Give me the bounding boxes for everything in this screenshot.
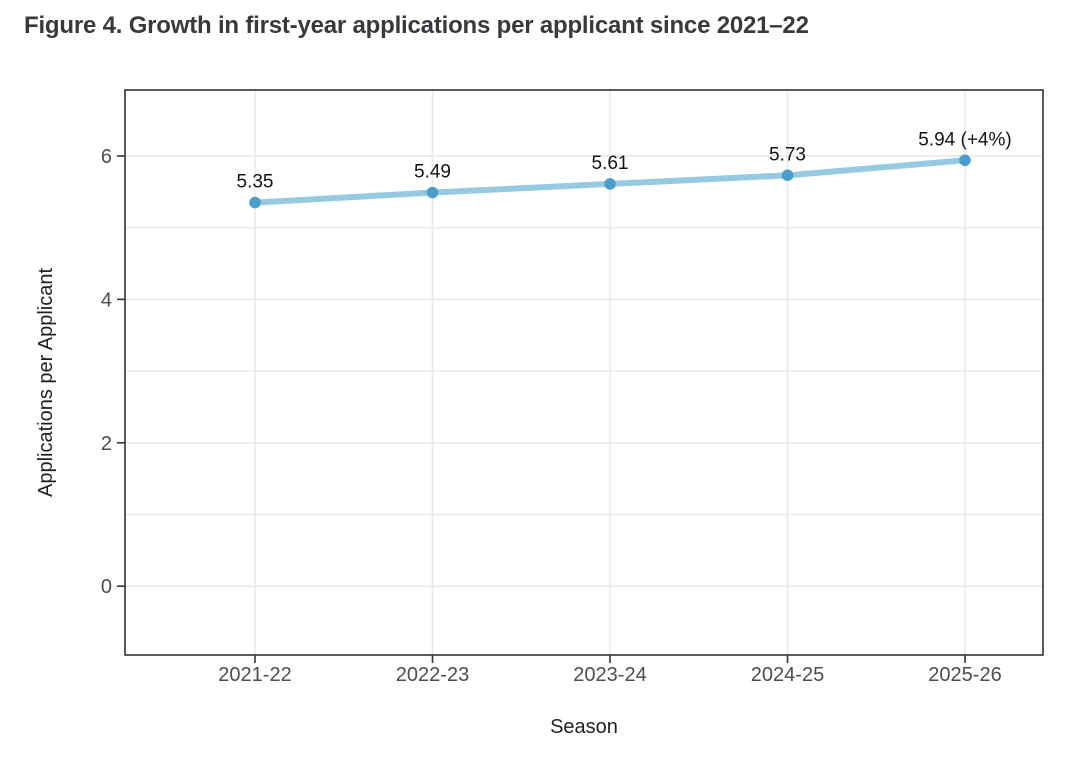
data-point: [959, 154, 971, 167]
y-tick-label: 4: [101, 289, 112, 311]
y-tick-label: 0: [101, 576, 112, 598]
figure-title: Figure 4. Growth in first-year applicati…: [24, 12, 809, 39]
data-point: [249, 196, 261, 209]
y-tick-label: 6: [101, 146, 112, 168]
data-point-label: 5.61: [592, 153, 629, 174]
panel-border: [124, 89, 1044, 656]
data-point: [781, 169, 794, 182]
y-tick-label: 2: [101, 433, 112, 455]
data-point-label: 5.35: [237, 172, 274, 193]
x-axis-title: Season: [550, 716, 618, 738]
x-tick-label: 2023-24: [573, 664, 646, 686]
data-point: [604, 178, 616, 190]
x-tick-label: 2021-22: [218, 664, 291, 686]
x-tick-label: 2024-25: [751, 664, 824, 686]
y-axis-title: Applications per Applicant: [35, 268, 57, 497]
x-tick-label: 2025-26: [928, 664, 1001, 686]
data-point: [426, 186, 439, 199]
x-tick-label: 2022-23: [396, 664, 469, 686]
data-point-label: 5.73: [769, 144, 806, 165]
data-point-label: 5.94 (+4%): [918, 129, 1011, 150]
data-point-label: 5.49: [414, 162, 451, 183]
